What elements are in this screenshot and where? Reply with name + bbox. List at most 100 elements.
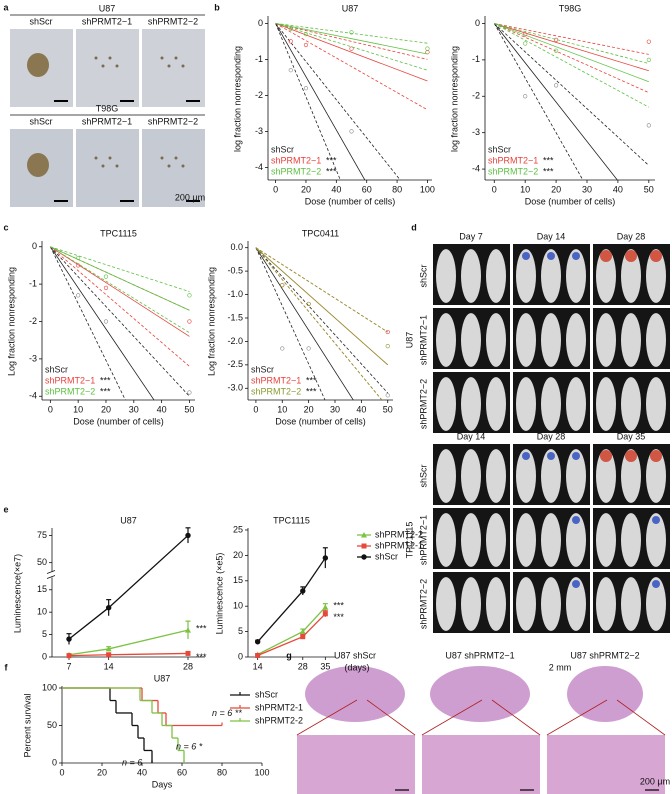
data-point bbox=[288, 68, 293, 73]
data-point bbox=[103, 319, 109, 324]
x-axis-label: Dose (number of cells) bbox=[525, 196, 616, 206]
fit-line bbox=[50, 246, 190, 311]
x-tick-label: 28 bbox=[298, 661, 308, 671]
y-tick-label: 0 bbox=[42, 651, 47, 661]
y-tick-label: 20 bbox=[233, 550, 243, 560]
x-tick-label: 40 bbox=[613, 184, 623, 194]
data-point bbox=[425, 46, 430, 51]
ci-line bbox=[50, 246, 190, 292]
mouse bbox=[436, 377, 456, 431]
legend-entry: shScr bbox=[251, 364, 274, 374]
mouse bbox=[541, 513, 561, 567]
significance: *** bbox=[306, 386, 317, 396]
data-point bbox=[385, 344, 390, 349]
legend-entry: shPRMT2-1 bbox=[375, 540, 423, 550]
cell-cluster bbox=[160, 156, 164, 160]
mouse bbox=[646, 313, 666, 367]
x-tick-label: 20 bbox=[101, 404, 111, 414]
cell-cluster bbox=[174, 156, 178, 160]
x-tick-label: 100 bbox=[420, 184, 435, 194]
signal bbox=[625, 450, 637, 462]
histology bbox=[547, 735, 665, 794]
chart-title: TPC0411 bbox=[302, 228, 339, 238]
panel-letter: a bbox=[3, 2, 9, 12]
column-label: shScr bbox=[29, 16, 52, 26]
mouse bbox=[541, 577, 561, 631]
day-label: Day 7 bbox=[459, 231, 483, 241]
break-mark bbox=[46, 570, 56, 574]
row-title: T98G bbox=[96, 103, 119, 113]
x-tick-label: 30 bbox=[582, 184, 592, 194]
y-tick-label: -1 bbox=[255, 54, 263, 64]
y-tick-label: -2 bbox=[472, 91, 480, 101]
marker bbox=[185, 650, 191, 656]
y-tick-label: 5 bbox=[42, 629, 47, 639]
x-tick-label: 10 bbox=[520, 184, 530, 194]
legend-entry: shScr bbox=[271, 144, 294, 154]
data-point bbox=[76, 293, 81, 298]
y-axis-label: Percent survival bbox=[22, 693, 32, 757]
panel-letter: e bbox=[3, 504, 8, 514]
data-point bbox=[288, 26, 293, 31]
data-point bbox=[349, 46, 354, 51]
legend-entry: shPRMT2−1 bbox=[45, 375, 95, 385]
panel-letter: b bbox=[214, 2, 220, 12]
signal bbox=[547, 452, 555, 460]
signal bbox=[652, 580, 660, 588]
zoom-line bbox=[546, 699, 608, 736]
marker bbox=[361, 554, 367, 560]
mouse bbox=[566, 249, 586, 303]
x-tick-label: 30 bbox=[129, 404, 139, 414]
data-point bbox=[280, 283, 285, 288]
ci-line bbox=[494, 23, 649, 55]
data-point bbox=[280, 346, 285, 351]
y-tick-label: -4 bbox=[472, 163, 480, 173]
mouse bbox=[516, 249, 536, 303]
x-tick-label: 28 bbox=[183, 661, 193, 671]
y-tick-label: 0 bbox=[52, 757, 57, 767]
data-point bbox=[303, 86, 309, 91]
x-axis-label: Days bbox=[152, 779, 173, 789]
legend-entry: shPRMT2−2 bbox=[45, 386, 95, 396]
mouse bbox=[436, 577, 456, 631]
group-label: shPRMT2−1 bbox=[418, 515, 428, 565]
y-tick-label: -0.5 bbox=[227, 265, 243, 275]
x-tick-label: 50 bbox=[383, 404, 393, 414]
column-title: U87 shPRMT2−2 bbox=[570, 650, 639, 660]
mouse bbox=[596, 577, 616, 631]
y-tick-label: 0 bbox=[475, 18, 480, 28]
fit-line bbox=[50, 246, 155, 400]
significance: *** bbox=[306, 375, 317, 385]
panel-letter: f bbox=[5, 662, 9, 672]
ci-line bbox=[49, 246, 126, 400]
mouse bbox=[621, 577, 641, 631]
legend-entry: shPRMT2−2 bbox=[488, 166, 538, 176]
marker bbox=[106, 652, 112, 658]
data-point bbox=[303, 42, 309, 48]
mouse bbox=[621, 449, 641, 503]
cell-cluster bbox=[167, 164, 171, 168]
y-tick-label: 50 bbox=[37, 557, 47, 567]
data-point bbox=[385, 329, 390, 335]
cell-line-label: TPC1115 bbox=[404, 522, 414, 559]
signal bbox=[600, 450, 612, 462]
significance: *** bbox=[326, 155, 337, 165]
marker bbox=[322, 611, 328, 617]
mouse bbox=[646, 449, 666, 503]
y-tick-label: 0.0 bbox=[230, 242, 243, 252]
cell-cluster bbox=[101, 164, 105, 168]
chart-title: U87 bbox=[342, 3, 359, 13]
x-tick-label: 0 bbox=[492, 184, 497, 194]
group-label: shPRMT2−1 bbox=[418, 315, 428, 365]
cell-line-label: U87 bbox=[404, 332, 414, 349]
marker bbox=[255, 652, 261, 658]
cell-cluster bbox=[181, 64, 185, 68]
panel-letter: d bbox=[411, 222, 417, 232]
fit-line bbox=[275, 23, 428, 82]
marker bbox=[66, 636, 72, 642]
x-tick-label: 80 bbox=[392, 184, 402, 194]
significance: *** bbox=[333, 612, 344, 622]
marker bbox=[254, 639, 261, 645]
column-label: shPRMT2−2 bbox=[148, 16, 198, 26]
x-tick-label: 50 bbox=[644, 184, 654, 194]
